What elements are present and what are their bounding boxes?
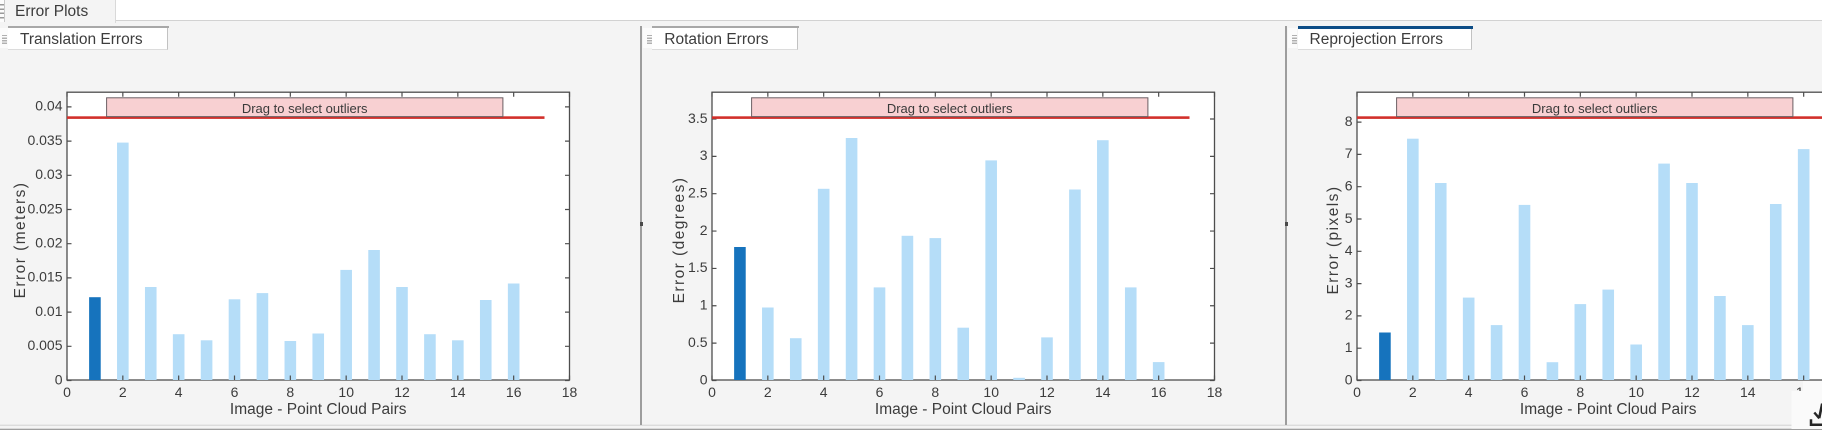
svg-text:8: 8 xyxy=(1345,113,1353,129)
svg-text:0.015: 0.015 xyxy=(27,269,62,285)
svg-text:0: 0 xyxy=(1345,371,1353,387)
svg-text:Error (meters): Error (meters) xyxy=(12,182,29,299)
svg-text:5: 5 xyxy=(1345,210,1353,226)
svg-text:Drag to select outliers: Drag to select outliers xyxy=(1532,101,1658,116)
svg-text:3: 3 xyxy=(700,147,708,163)
svg-text:16: 16 xyxy=(506,384,522,400)
svg-text:4: 4 xyxy=(1345,242,1353,258)
svg-text:12: 12 xyxy=(1039,384,1055,400)
svg-text:Image - Point Cloud Pairs: Image - Point Cloud Pairs xyxy=(230,401,407,418)
svg-text:2: 2 xyxy=(1345,307,1353,323)
svg-text:14: 14 xyxy=(1095,384,1111,400)
svg-text:3.5: 3.5 xyxy=(688,110,708,126)
svg-text:2: 2 xyxy=(700,222,708,238)
svg-text:8: 8 xyxy=(286,384,294,400)
svg-text:4: 4 xyxy=(175,384,183,400)
svg-text:0.035: 0.035 xyxy=(27,132,62,148)
svg-text:4: 4 xyxy=(820,384,828,400)
svg-text:8: 8 xyxy=(931,384,939,400)
svg-text:6: 6 xyxy=(231,384,239,400)
svg-text:18: 18 xyxy=(562,384,578,400)
svg-text:2: 2 xyxy=(119,384,127,400)
svg-text:0.03: 0.03 xyxy=(35,166,62,182)
svg-text:3: 3 xyxy=(1345,274,1353,290)
svg-text:Error (pixels): Error (pixels) xyxy=(1325,185,1342,294)
svg-text:1.5: 1.5 xyxy=(688,259,708,275)
svg-text:12: 12 xyxy=(1684,384,1700,400)
svg-text:2.5: 2.5 xyxy=(688,185,708,201)
svg-text:0.04: 0.04 xyxy=(35,98,62,114)
svg-text:10: 10 xyxy=(983,384,999,400)
svg-text:10: 10 xyxy=(1628,384,1644,400)
svg-text:1: 1 xyxy=(700,297,708,313)
svg-text:0.01: 0.01 xyxy=(35,303,62,319)
svg-text:0: 0 xyxy=(708,384,716,400)
svg-text:Error (degrees): Error (degrees) xyxy=(671,177,688,304)
svg-text:0: 0 xyxy=(1353,384,1361,400)
svg-text:14: 14 xyxy=(450,384,466,400)
svg-text:2: 2 xyxy=(1409,384,1417,400)
svg-text:6: 6 xyxy=(1345,178,1353,194)
svg-text:0.02: 0.02 xyxy=(35,235,62,251)
svg-text:Drag to select outliers: Drag to select outliers xyxy=(887,101,1013,116)
svg-text:10: 10 xyxy=(338,384,354,400)
svg-text:18: 18 xyxy=(1207,384,1223,400)
svg-text:Image - Point Cloud Pairs: Image - Point Cloud Pairs xyxy=(875,401,1052,418)
svg-text:0: 0 xyxy=(63,384,71,400)
svg-text:14: 14 xyxy=(1740,384,1756,400)
svg-text:4: 4 xyxy=(1465,384,1473,400)
svg-text:16: 16 xyxy=(1151,384,1167,400)
svg-text:Drag to select outliers: Drag to select outliers xyxy=(242,101,368,116)
svg-text:6: 6 xyxy=(1521,384,1529,400)
svg-text:0.5: 0.5 xyxy=(688,334,708,350)
svg-text:1: 1 xyxy=(1345,339,1353,355)
svg-text:2: 2 xyxy=(764,384,772,400)
svg-text:0.005: 0.005 xyxy=(27,337,62,353)
svg-text:0: 0 xyxy=(55,371,63,387)
svg-text:Image - Point Cloud Pairs: Image - Point Cloud Pairs xyxy=(1520,401,1697,418)
svg-text:8: 8 xyxy=(1576,384,1584,400)
svg-text:12: 12 xyxy=(394,384,410,400)
svg-text:0: 0 xyxy=(700,371,708,387)
svg-text:0.025: 0.025 xyxy=(27,200,62,216)
svg-text:6: 6 xyxy=(876,384,884,400)
svg-text:7: 7 xyxy=(1345,145,1353,161)
